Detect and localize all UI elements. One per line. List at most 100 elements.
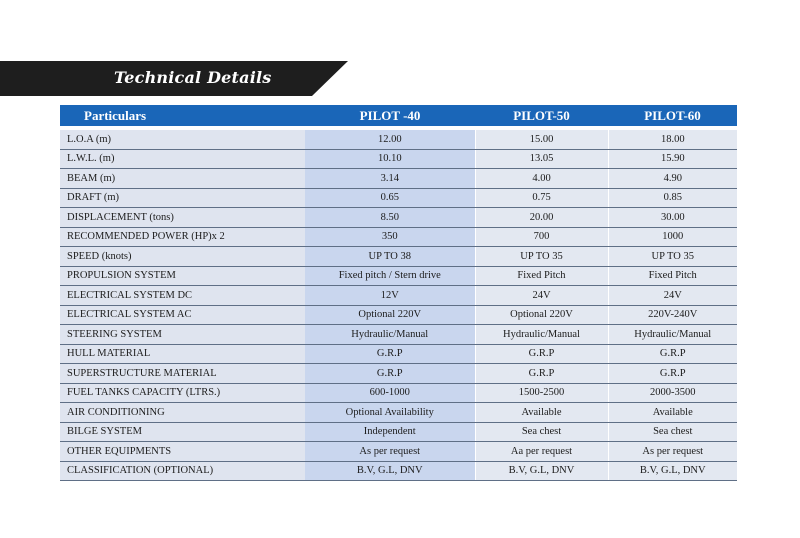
cell-particular: FUEL TANKS CAPACITY (LTRS.) (60, 382, 305, 403)
table-row: STEERING SYSTEM Hydraulic/Manual Hydraulic… (60, 324, 737, 345)
cell-particular: SUPERSTRUCTURE MATERIAL (60, 363, 305, 384)
cell-pilot-40: 3.14 (305, 168, 475, 189)
table-row: CLASSIFICATION (OPTIONAL) B.V, G.L, DNV B.… (60, 460, 737, 481)
cell-particular: STEERING SYSTEM (60, 324, 305, 345)
table-row: BEAM (m) 3.14 4.00 4.90 (60, 168, 737, 189)
cell-pilot-60: G.R.P (607, 363, 737, 384)
cell-particular: SPEED (knots) (60, 246, 305, 267)
cell-particular: ELECTRICAL SYSTEM AC (60, 304, 305, 325)
header-row: Particulars PILOT -40 PILOT-50 PILOT-60 (60, 105, 737, 130)
cell-pilot-40: 350 (305, 226, 475, 247)
cell-pilot-50: 20.00 (474, 207, 608, 228)
cell-particular: RECOMMENDED POWER (HP)x 2 (60, 226, 305, 247)
cell-pilot-40: 0.65 (305, 187, 475, 208)
cell-pilot-40: 12.00 (305, 127, 475, 150)
cell-pilot-60: UP TO 35 (607, 246, 737, 267)
cell-pilot-50: 0.75 (474, 187, 608, 208)
cell-pilot-60: 4.90 (607, 168, 737, 189)
table-row: PROPULSION SYSTEM Fixed pitch / Stern dri… (60, 265, 737, 286)
cell-pilot-40: 600-1000 (305, 382, 475, 403)
cell-pilot-60: B.V, G.L, DNV (607, 460, 737, 481)
cell-particular: DISPLACEMENT (tons) (60, 207, 305, 228)
cell-pilot-50: Sea chest (474, 421, 608, 442)
table-row: BILGE SYSTEM Independent Sea chest Sea ches… (60, 421, 737, 442)
cell-particular: L.W.L. (m) (60, 148, 305, 169)
cell-pilot-50: Fixed Pitch (474, 265, 608, 286)
cell-pilot-60: 18.00 (607, 127, 737, 150)
cell-pilot-40: Optional Availability (305, 402, 475, 423)
cell-particular: DRAFT (m) (60, 187, 305, 208)
table-row: SPEED (knots) UP TO 38 UP TO 35 UP TO 35 (60, 246, 737, 267)
cell-pilot-60: 30.00 (607, 207, 737, 228)
cell-particular: PROPULSION SYSTEM (60, 265, 305, 286)
header-particulars: Particulars (60, 105, 305, 130)
banner-background (0, 61, 348, 96)
cell-pilot-50: UP TO 35 (474, 246, 608, 267)
technical-details-table-wrapper: Particulars PILOT -40 PILOT-50 PILOT-60 … (60, 105, 737, 481)
cell-pilot-50: 15.00 (474, 127, 608, 150)
table-row: L.W.L. (m) 10.10 13.05 15.90 (60, 148, 737, 169)
cell-pilot-40: Fixed pitch / Stern drive (305, 265, 475, 286)
cell-pilot-40: 12V (305, 285, 475, 306)
technical-details-table: Particulars PILOT -40 PILOT-50 PILOT-60 … (60, 105, 737, 481)
cell-particular: L.O.A (m) (60, 127, 305, 150)
cell-pilot-40: G.R.P (305, 363, 475, 384)
header-pilot-50: PILOT-50 (475, 105, 608, 130)
cell-pilot-50: 13.05 (474, 148, 608, 169)
cell-pilot-50: G.R.P (474, 343, 608, 364)
table-row: OTHER EQUIPMENTS As per request Aa per req… (60, 441, 737, 462)
cell-particular: CLASSIFICATION (OPTIONAL) (60, 460, 305, 481)
cell-pilot-40: UP TO 38 (305, 246, 475, 267)
table-row: RECOMMENDED POWER (HP)x 2 350 700 1000 (60, 226, 737, 247)
cell-pilot-60: Fixed Pitch (607, 265, 737, 286)
cell-pilot-50: B.V, G.L, DNV (474, 460, 608, 481)
cell-particular: HULL MATERIAL (60, 343, 305, 364)
cell-pilot-60: 15.90 (607, 148, 737, 169)
cell-particular: AIR CONDITIONING (60, 402, 305, 423)
cell-pilot-40: Independent (305, 421, 475, 442)
cell-pilot-50: Optional 220V (474, 304, 608, 325)
cell-pilot-60: 1000 (607, 226, 737, 247)
cell-particular: BEAM (m) (60, 168, 305, 189)
cell-pilot-40: Optional 220V (305, 304, 475, 325)
cell-pilot-40: 10.10 (305, 148, 475, 169)
cell-pilot-50: 1500-2500 (474, 382, 608, 403)
cell-pilot-50: 24V (474, 285, 608, 306)
cell-pilot-60: Sea chest (607, 421, 737, 442)
cell-pilot-40: Hydraulic/Manual (305, 324, 475, 345)
cell-pilot-50: Aa per request (474, 441, 608, 462)
cell-pilot-60: 2000-3500 (607, 382, 737, 403)
table-row: SUPERSTRUCTURE MATERIAL G.R.P G.R.P G.R.P (60, 363, 737, 384)
cell-pilot-40: G.R.P (305, 343, 475, 364)
cell-particular: BILGE SYSTEM (60, 421, 305, 442)
table-header: Particulars PILOT -40 PILOT-50 PILOT-60 (60, 105, 737, 130)
cell-pilot-50: 700 (474, 226, 608, 247)
section-banner: Technical Details (0, 61, 350, 96)
header-pilot-60: PILOT-60 (608, 105, 737, 130)
cell-pilot-60: 24V (607, 285, 737, 306)
table-row: FUEL TANKS CAPACITY (LTRS.) 600-1000 1500-… (60, 382, 737, 403)
cell-pilot-60: As per request (607, 441, 737, 462)
table-row: AIR CONDITIONING Optional Availability Ava… (60, 402, 737, 423)
table-row: ELECTRICAL SYSTEM AC Optional 220V Optiona… (60, 304, 737, 325)
cell-pilot-40: 8.50 (305, 207, 475, 228)
table-row: L.O.A (m) 12.00 15.00 18.00 (60, 127, 737, 150)
table-row: HULL MATERIAL G.R.P G.R.P G.R.P (60, 343, 737, 364)
cell-pilot-50: G.R.P (474, 363, 608, 384)
cell-pilot-40: As per request (305, 441, 475, 462)
table-body: L.O.A (m) 12.00 15.00 18.00 L.W.L. (m) 10.10 1… (60, 127, 737, 481)
cell-pilot-60: Available (607, 402, 737, 423)
table-row: DRAFT (m) 0.65 0.75 0.85 (60, 187, 737, 208)
header-pilot-40: PILOT -40 (305, 105, 475, 130)
table-row: DISPLACEMENT (tons) 8.50 20.00 30.00 (60, 207, 737, 228)
cell-pilot-60: 0.85 (607, 187, 737, 208)
cell-pilot-60: 220V-240V (607, 304, 737, 325)
cell-pilot-40: B.V, G.L, DNV (305, 460, 475, 481)
cell-pilot-50: 4.00 (474, 168, 608, 189)
cell-pilot-60: G.R.P (607, 343, 737, 364)
cell-pilot-50: Hydraulic/Manual (474, 324, 608, 345)
cell-particular: ELECTRICAL SYSTEM DC (60, 285, 305, 306)
cell-pilot-50: Available (474, 402, 608, 423)
table-row: ELECTRICAL SYSTEM DC 12V 24V 24V (60, 285, 737, 306)
cell-pilot-60: Hydraulic/Manual (607, 324, 737, 345)
